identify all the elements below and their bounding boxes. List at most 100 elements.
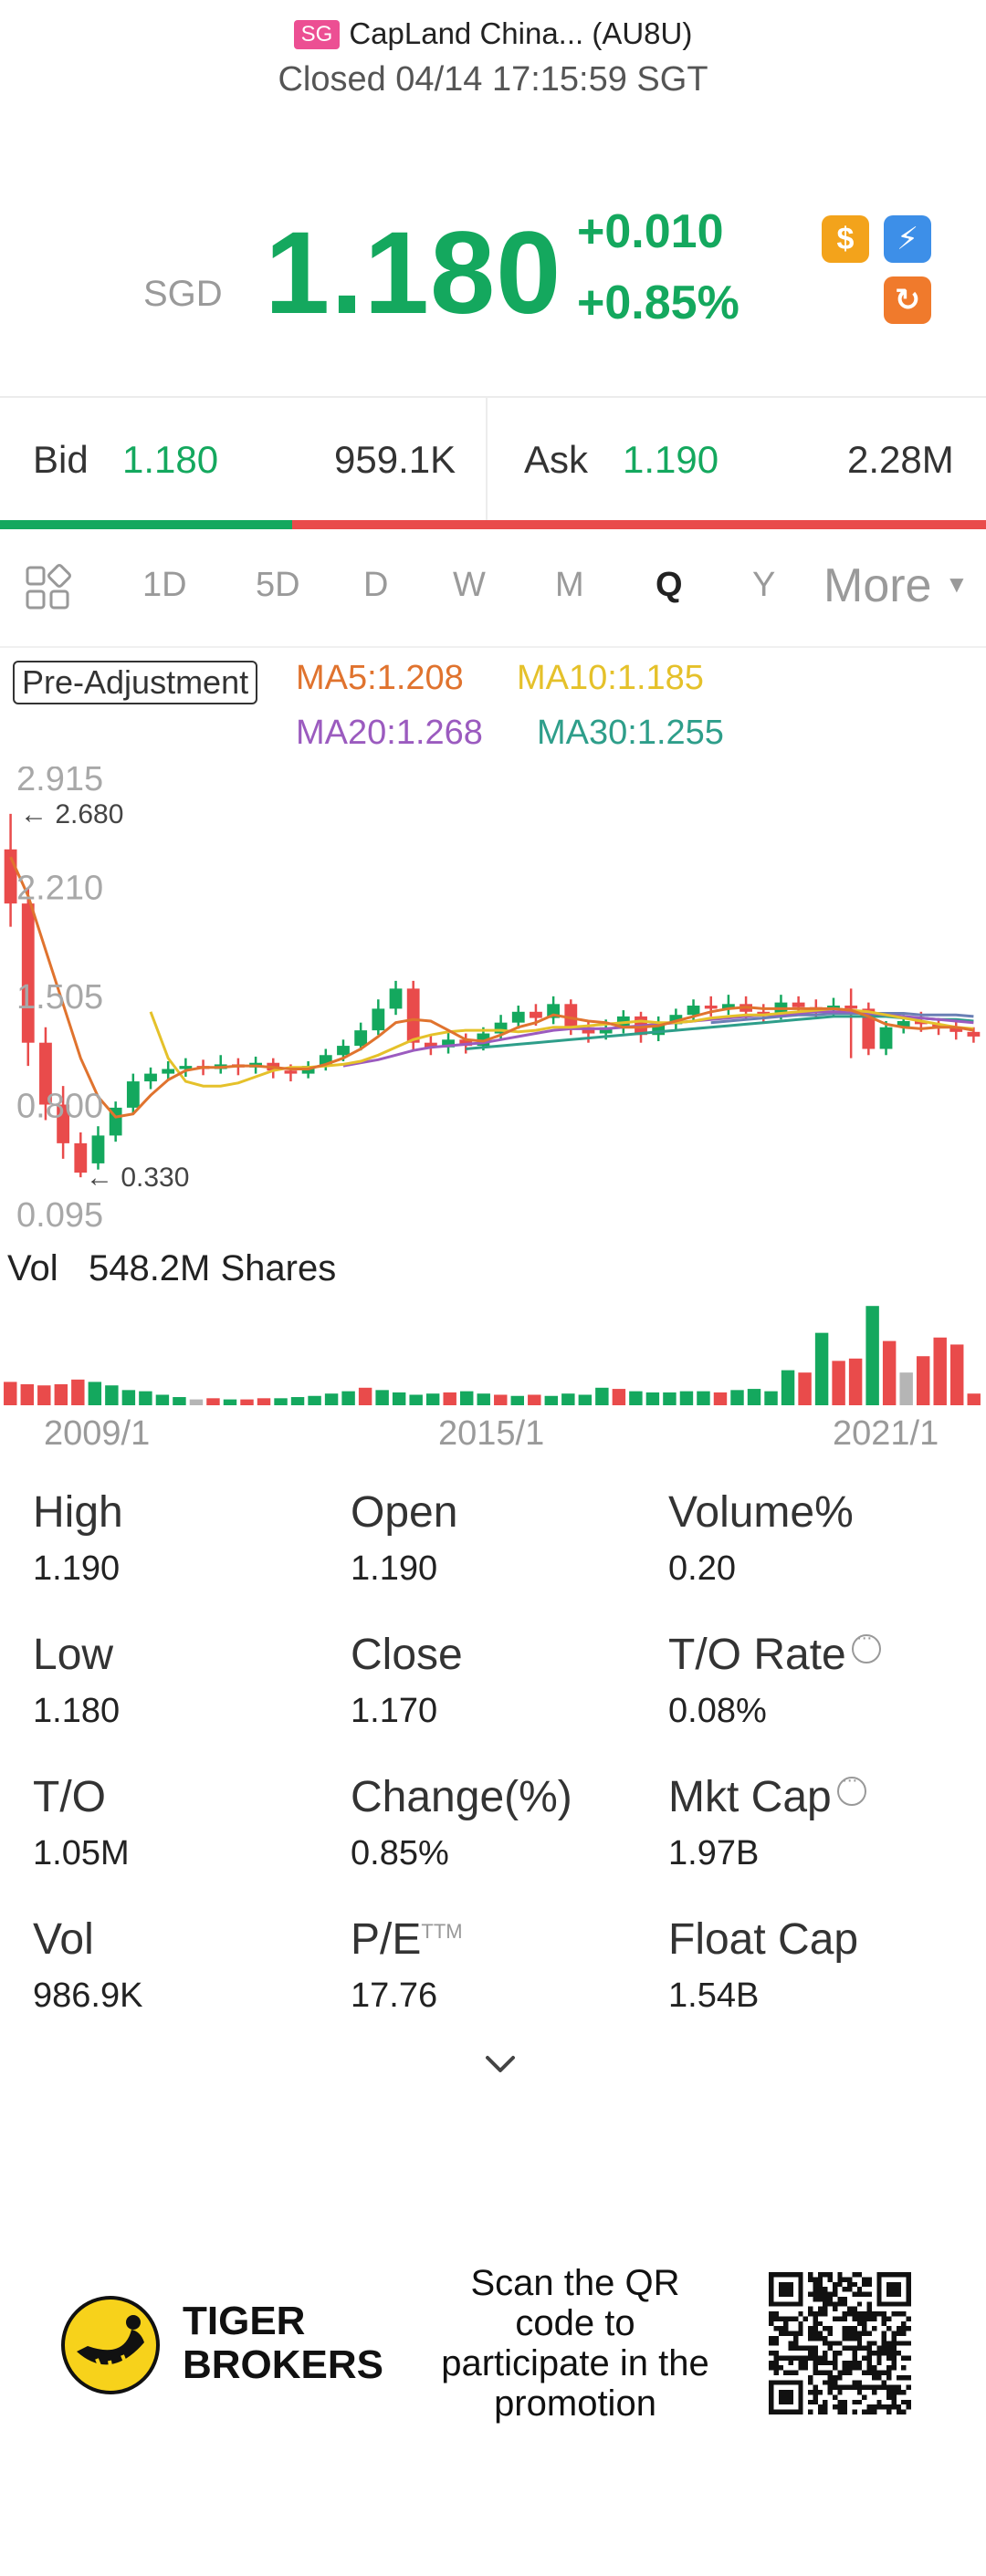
stat-value: 0.85% [351, 1834, 449, 1872]
candle-body [406, 988, 420, 1043]
qr-module [827, 2331, 833, 2336]
qr-module [792, 2370, 799, 2375]
qr-module [813, 2316, 818, 2321]
candle-body [914, 1020, 928, 1025]
qr-module [832, 2374, 838, 2381]
qr-module [886, 2287, 892, 2292]
qr-module [866, 2301, 872, 2307]
stat-label[interactable]: Mkt Cap [668, 1770, 866, 1822]
qr-module [773, 2341, 779, 2346]
qr-module [852, 2291, 857, 2297]
qr-module [881, 2351, 887, 2356]
tab-5d[interactable]: 5D [256, 566, 300, 604]
qr-module [783, 2370, 789, 2375]
tab-q[interactable]: Q [656, 566, 683, 604]
candle-body [844, 1006, 858, 1009]
tab-y[interactable]: Y [752, 566, 776, 604]
qr-module [798, 2331, 803, 2336]
tab-more[interactable]: More ▼ [823, 558, 969, 613]
qr-module [842, 2409, 848, 2414]
tab-1d[interactable]: 1D [142, 566, 187, 604]
stat-label-text: Mkt Cap [668, 1773, 832, 1821]
qr-module [852, 2326, 857, 2331]
volume-bar [105, 1385, 119, 1405]
qr-module [769, 2384, 774, 2391]
bid-label: Bid [33, 438, 89, 481]
qr-module [847, 2306, 853, 2312]
qr-module [837, 2301, 843, 2307]
chevron-down-icon[interactable] [484, 2053, 517, 2075]
x-tick-label: 2021/1 [833, 1414, 939, 1453]
tab-w[interactable]: W [453, 566, 486, 604]
qr-module [783, 2281, 789, 2288]
qr-module [813, 2384, 818, 2391]
qr-module [769, 2335, 774, 2341]
stat-value: 1.54B [668, 1976, 760, 2015]
qr-module [783, 2320, 789, 2327]
volume-bar [189, 1399, 204, 1405]
qr-module [792, 2345, 799, 2352]
qr-module [792, 2301, 799, 2307]
caret-down-icon: ▼ [944, 570, 969, 598]
candle-body [897, 1020, 910, 1027]
bid-ratio-bar [0, 520, 292, 529]
dollar-icon[interactable]: $ [822, 215, 869, 263]
qr-module [798, 2277, 803, 2282]
grid-icon[interactable] [24, 564, 71, 611]
qr-module [866, 2345, 872, 2352]
volume-bar [71, 1379, 85, 1405]
lend-icon[interactable]: ↻ [884, 276, 931, 324]
qr-module [808, 2311, 813, 2317]
qr-module [891, 2341, 897, 2346]
qr-module [808, 2331, 813, 2336]
flash-icon[interactable]: ⚡ [884, 215, 931, 263]
price-change-percent: +0.85% [577, 276, 740, 329]
qr-module [862, 2394, 867, 2400]
qr-module [842, 2277, 848, 2282]
qr-module [778, 2380, 784, 2385]
qr-module [906, 2384, 911, 2391]
qr-module [856, 2365, 863, 2371]
qr-module [769, 2320, 774, 2327]
qr-module [823, 2311, 828, 2317]
ma5-legend: MA5:1.208 [296, 659, 464, 697]
qr-module [842, 2296, 848, 2302]
tab-d[interactable]: D [363, 566, 389, 604]
qr-module [832, 2351, 838, 2356]
stat-label: Float Cap [668, 1914, 858, 1965]
qr-module [876, 2277, 882, 2282]
qr-module [827, 2360, 833, 2366]
price-chart[interactable]: 2.915 2.210 1.505 0.800 0.095 ← 2.680 ← 0.330 [0, 767, 986, 1424]
pre-adjustment-button[interactable]: Pre-Adjustment [13, 661, 258, 704]
qr-module [896, 2311, 902, 2317]
qr-module [788, 2399, 793, 2405]
info-icon[interactable] [836, 1770, 866, 1806]
candle-body [669, 1015, 683, 1025]
stat-value: 1.190 [351, 1549, 438, 1588]
volume-bar [561, 1393, 575, 1405]
qr-module [808, 2355, 813, 2361]
stat-label[interactable]: T/O Rate [668, 1628, 881, 1680]
info-icon[interactable] [851, 1628, 881, 1663]
qr-module [798, 2296, 803, 2302]
qr-module [856, 2311, 863, 2317]
qr-module [808, 2345, 813, 2352]
candle [39, 1027, 52, 1121]
qr-module [906, 2399, 911, 2405]
qr-module [817, 2320, 823, 2327]
qr-module [891, 2345, 897, 2352]
qr-module [817, 2291, 823, 2297]
tab-more-label: More [823, 559, 932, 612]
qr-module [856, 2301, 863, 2307]
volume-bar [697, 1391, 710, 1405]
qr-module [802, 2360, 809, 2366]
volume-bar [223, 1399, 237, 1405]
candle-body [599, 1027, 613, 1034]
stat-value: 1.97B [668, 1834, 760, 1872]
tab-m[interactable]: M [555, 566, 584, 604]
qr-code[interactable] [769, 2272, 911, 2414]
candle [424, 1035, 437, 1056]
volume-bar [814, 1332, 829, 1405]
qr-module [881, 2320, 887, 2327]
market-status: Closed 04/14 17:15:59 SGT [278, 60, 708, 99]
